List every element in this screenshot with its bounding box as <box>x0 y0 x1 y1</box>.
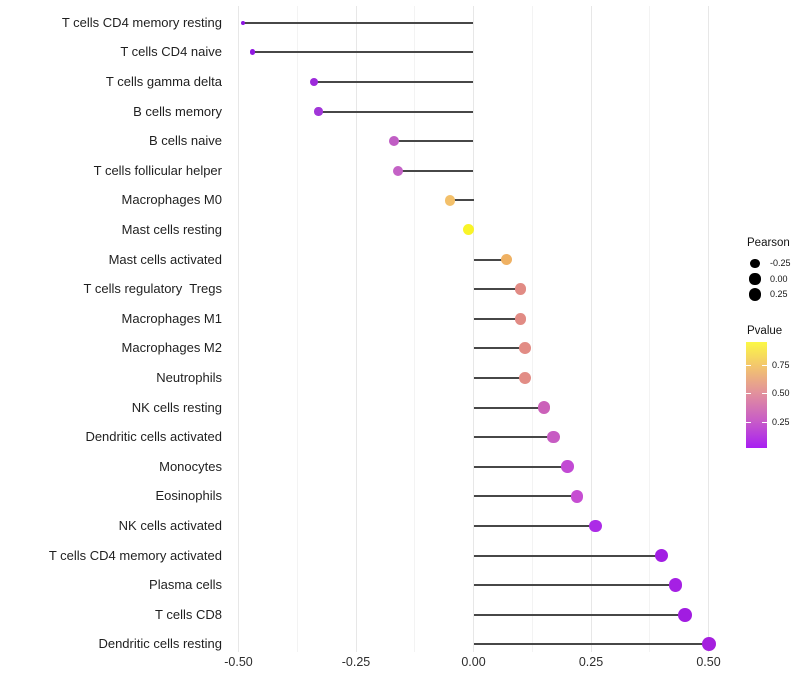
size-legend-dot <box>750 258 760 268</box>
lollipop-dot <box>314 107 323 116</box>
y-axis-label: T cells CD4 memory activated <box>48 547 222 563</box>
lollipop-dot <box>519 342 532 355</box>
lollipop-dot <box>561 460 574 473</box>
y-axis-label: T cells regulatory Tregs <box>83 281 222 297</box>
lollipop-stem <box>473 495 577 498</box>
lollipop-stem <box>398 169 474 172</box>
lollipop-stem <box>473 406 544 409</box>
lollipop-dot <box>537 401 551 414</box>
lollipop-dot <box>500 253 513 266</box>
y-axis-label: Mast cells activated <box>108 251 222 267</box>
lollipop-dot <box>547 430 560 444</box>
lollipop-stem <box>393 140 474 143</box>
gridline-minor <box>414 6 416 652</box>
gridline-minor <box>649 6 651 652</box>
pvalue-colorbar <box>746 342 767 448</box>
lollipop-dot <box>654 548 669 563</box>
lollipop-stem <box>473 524 596 527</box>
lollipop-dot <box>309 77 318 86</box>
y-axis-label: Eosinophils <box>155 488 223 504</box>
lollipop-stem <box>473 465 568 468</box>
y-axis-label: Mast cells resting <box>121 221 222 237</box>
lollipop-dot <box>241 20 246 25</box>
y-axis-label: Dendritic cells resting <box>98 636 222 652</box>
y-axis-label: B cells naive <box>149 133 222 149</box>
lollipop-stem <box>243 21 474 24</box>
lollipop-dot <box>514 283 527 295</box>
lollipop-dot <box>668 578 683 592</box>
lollipop-stem <box>473 288 521 291</box>
colorbar-tick-label: 0.75 <box>772 360 790 370</box>
y-axis-label: Monocytes <box>159 458 222 474</box>
size-legend-label: -0.25 <box>770 258 791 269</box>
gridline-major <box>708 6 709 652</box>
lollipop-dot <box>514 312 527 325</box>
colorbar-tick-mark <box>746 422 751 424</box>
x-axis-tick-label: -0.50 <box>224 655 253 669</box>
lollipop-stem <box>450 199 474 202</box>
colorbar-tick-label: 0.50 <box>772 387 790 398</box>
x-axis-tick-label: 0.00 <box>461 655 486 669</box>
x-axis-tick-label: 0.25 <box>578 655 604 669</box>
color-legend-title: Pvalue <box>747 325 783 337</box>
size-legend-dot <box>749 273 761 285</box>
lollipop-stem <box>473 613 685 616</box>
gridline-minor <box>531 6 533 652</box>
y-axis-label: T cells CD4 naive <box>120 44 222 60</box>
lollipop-dot <box>701 637 716 652</box>
lollipop-dot <box>589 519 603 533</box>
x-axis-tick-label: 0.50 <box>696 655 721 669</box>
lollipop-stem <box>473 436 554 439</box>
gridline-major <box>355 6 357 652</box>
colorbar-tick-label: 0.25 <box>772 417 790 428</box>
lollipop-stem <box>473 584 676 587</box>
gridline-major <box>473 6 474 652</box>
size-legend-label: 0.00 <box>770 274 788 284</box>
colorbar-tick-mark <box>746 392 751 394</box>
y-axis-label: Macrophages M0 <box>121 192 222 208</box>
y-axis-label: T cells CD4 memory resting <box>61 14 222 30</box>
y-axis-label: Macrophages M1 <box>121 310 222 326</box>
y-axis-label: NK cells resting <box>131 399 222 415</box>
colorbar-tick-mark <box>762 365 767 366</box>
size-legend-dot <box>748 288 762 301</box>
lollipop-stem <box>473 376 526 379</box>
x-axis-tick-label: -0.25 <box>341 655 371 669</box>
y-axis-label: T cells follicular helper <box>93 162 222 178</box>
lollipop-stem <box>313 80 474 83</box>
gridline-minor <box>296 6 298 652</box>
lollipop-dot <box>249 49 256 56</box>
lollipop-stem <box>473 643 709 646</box>
y-axis-label: Dendritic cells activated <box>85 429 222 445</box>
lollipop-stem <box>473 554 662 557</box>
gridline-major <box>590 6 592 652</box>
y-axis-label: B cells memory <box>133 103 222 119</box>
y-axis-label: NK cells activated <box>118 517 222 533</box>
colorbar-tick-mark <box>762 392 767 394</box>
lollipop-dot <box>678 607 692 622</box>
colorbar-tick-mark <box>746 365 751 366</box>
y-axis-label: Plasma cells <box>149 577 222 593</box>
y-axis-label: T cells CD8 <box>155 606 222 622</box>
lollipop-dot <box>393 165 404 176</box>
lollipop-stem <box>473 347 526 350</box>
lollipop-dot <box>444 194 456 206</box>
lollipop-stem <box>318 110 474 113</box>
lollipop-dot <box>463 224 475 236</box>
lollipop-dot <box>570 490 584 503</box>
colorbar-tick-mark <box>762 422 767 424</box>
size-legend-title: Pearson <box>747 237 790 249</box>
lollipop-stem <box>252 51 474 54</box>
y-axis-label: Neutrophils <box>156 369 222 385</box>
lollipop-dot <box>388 136 399 146</box>
y-axis-label: T cells gamma delta <box>105 73 222 89</box>
size-legend-label: 0.25 <box>770 289 788 300</box>
gridline-major <box>238 6 239 652</box>
lollipop-dot <box>519 371 532 384</box>
y-axis-label: Macrophages M2 <box>121 340 222 356</box>
lollipop-stem <box>473 317 521 320</box>
lollipop-stem <box>473 258 507 261</box>
